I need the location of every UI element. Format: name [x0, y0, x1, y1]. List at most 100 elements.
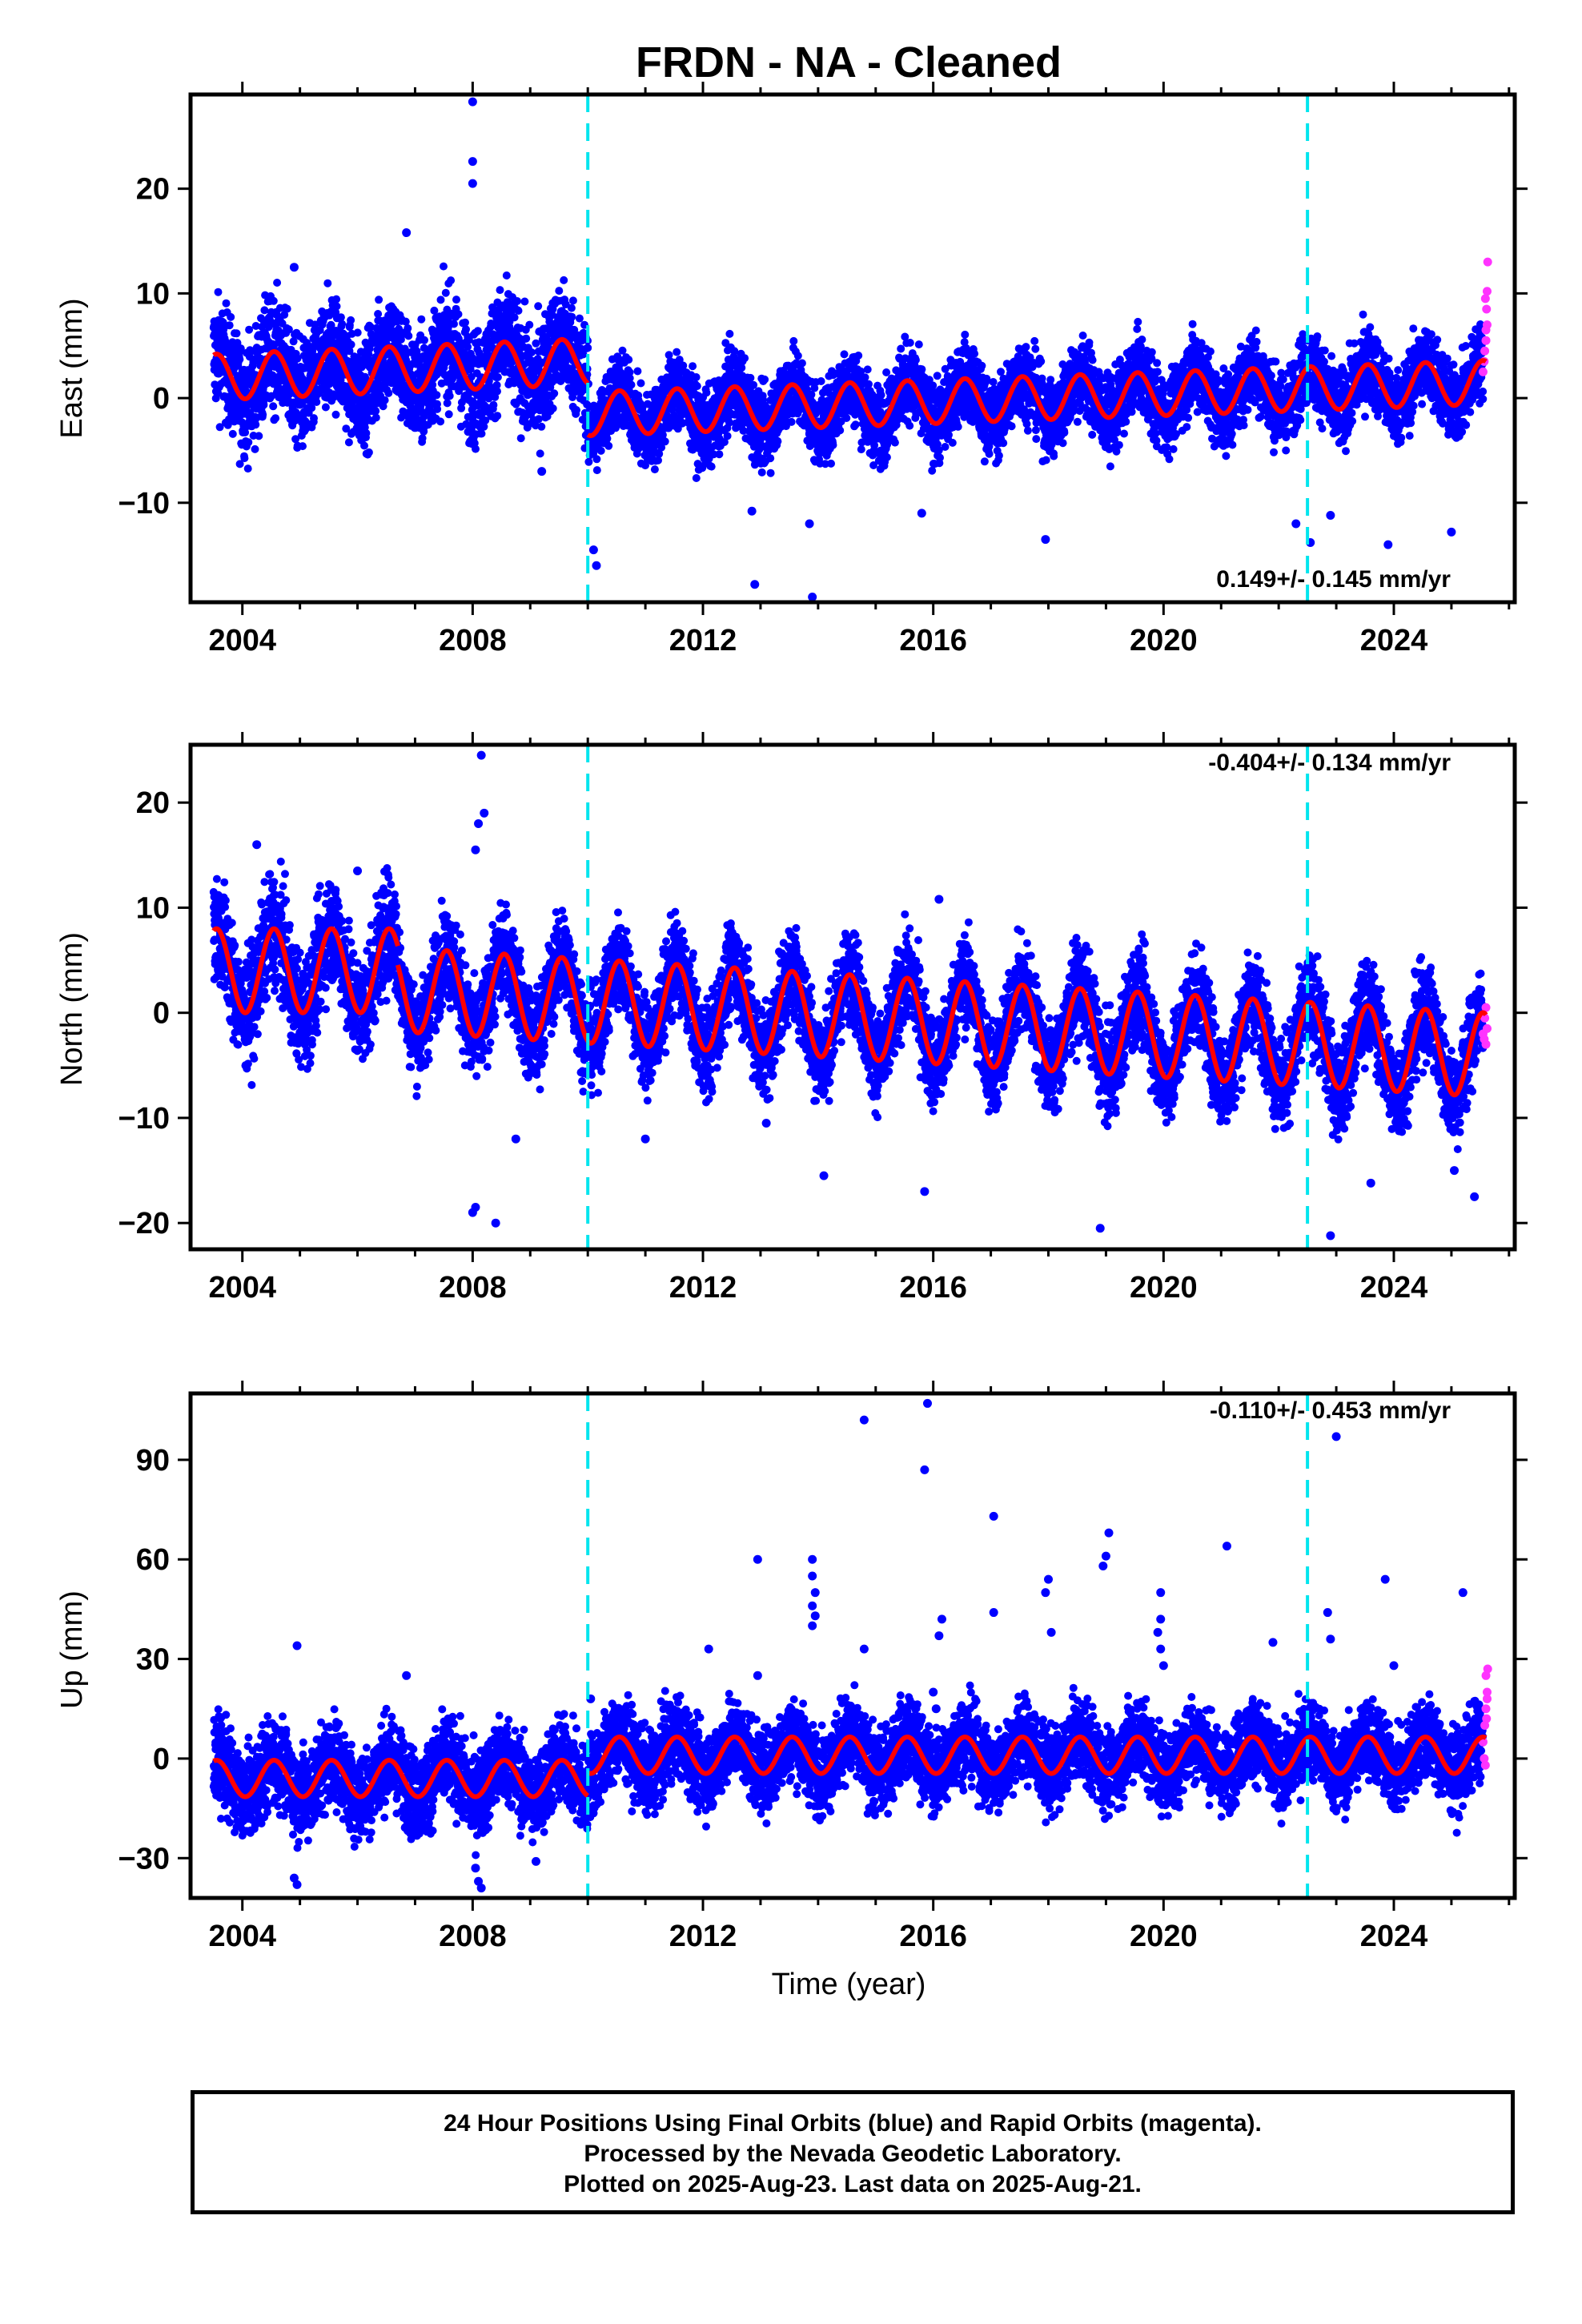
data-point	[661, 437, 669, 446]
data-point	[836, 426, 845, 435]
data-point	[502, 271, 511, 279]
data-point	[444, 410, 453, 419]
data-point	[692, 474, 701, 482]
data-point	[970, 349, 979, 358]
data-point	[440, 262, 448, 271]
data-point	[510, 313, 519, 322]
data-point	[310, 414, 318, 423]
data-point	[793, 352, 802, 360]
data-point	[905, 421, 914, 430]
data-point	[493, 412, 502, 420]
data-point	[741, 354, 749, 363]
data-point	[472, 444, 480, 453]
data-point	[332, 302, 341, 311]
data-point	[360, 441, 368, 450]
data-point	[550, 389, 559, 398]
data-point	[380, 396, 389, 404]
data-point	[235, 460, 244, 468]
data-point	[214, 389, 223, 397]
data-point	[548, 404, 557, 412]
east-panel: East (mm) 2004 2008 2012 2016 2020 2024−10010…	[55, 82, 1528, 657]
data-point	[592, 466, 601, 475]
data-point	[241, 428, 250, 436]
data-point	[259, 410, 267, 419]
data-point	[214, 287, 223, 296]
data-point	[897, 344, 905, 353]
data-point	[311, 320, 319, 329]
data-point	[725, 329, 734, 338]
data-point	[271, 414, 280, 423]
data-point	[863, 365, 872, 374]
data-point	[624, 356, 633, 364]
data-point	[707, 462, 716, 471]
data-point	[911, 356, 920, 364]
data-point	[454, 310, 463, 319]
data-point	[989, 378, 998, 386]
data-point	[323, 279, 332, 287]
data-point	[861, 373, 869, 382]
data-point	[384, 388, 393, 397]
data-point	[353, 328, 362, 337]
data-point	[534, 302, 543, 311]
data-point	[567, 304, 576, 312]
data-point	[829, 440, 837, 449]
data-point	[374, 310, 383, 318]
data-point	[236, 344, 245, 353]
data-point	[222, 299, 231, 308]
data-point	[251, 420, 260, 429]
data-point	[331, 410, 340, 419]
data-point	[404, 324, 412, 332]
data-point	[269, 296, 278, 305]
data-point	[854, 352, 863, 360]
data-point	[251, 322, 260, 330]
data-point	[404, 332, 413, 340]
data-point	[882, 453, 891, 461]
data-point	[447, 276, 456, 285]
data-point	[865, 380, 873, 388]
data-point	[522, 334, 531, 343]
data-point	[441, 288, 450, 297]
data-point	[345, 347, 354, 356]
data-point	[882, 368, 891, 376]
plot-area	[209, 97, 1492, 601]
data-point	[842, 414, 851, 422]
data-point	[255, 432, 263, 440]
data-point	[375, 296, 383, 304]
data-point	[961, 330, 970, 339]
data-point	[418, 434, 427, 443]
data-point	[978, 361, 986, 370]
data-point	[692, 373, 701, 381]
data-point	[555, 287, 564, 296]
data-point	[243, 464, 252, 473]
data-point	[890, 438, 899, 447]
data-point	[245, 325, 254, 334]
data-point	[347, 316, 355, 324]
data-point	[914, 340, 923, 349]
data-point	[766, 468, 775, 477]
data-point	[436, 296, 445, 304]
data-point	[520, 297, 529, 306]
data-point	[364, 448, 373, 456]
data-point	[417, 315, 426, 324]
data-point	[702, 388, 711, 397]
data-point	[537, 422, 546, 431]
data-point	[636, 379, 645, 388]
data-point	[757, 468, 766, 476]
data-point	[917, 365, 926, 374]
data-point	[312, 398, 321, 406]
data-point	[954, 422, 962, 431]
data-point	[689, 362, 697, 371]
data-point	[536, 449, 544, 458]
data-point	[596, 446, 605, 455]
data-point	[525, 320, 534, 329]
data-point	[746, 373, 755, 382]
data-point	[235, 355, 244, 364]
data-point	[215, 423, 224, 432]
data-point	[273, 279, 282, 287]
data-point	[840, 350, 849, 359]
data-point	[928, 466, 937, 475]
data-point	[789, 336, 798, 345]
data-point	[936, 453, 944, 462]
data-point	[307, 404, 316, 412]
figure-title: FRDN - NA - Cleaned	[636, 38, 1062, 86]
